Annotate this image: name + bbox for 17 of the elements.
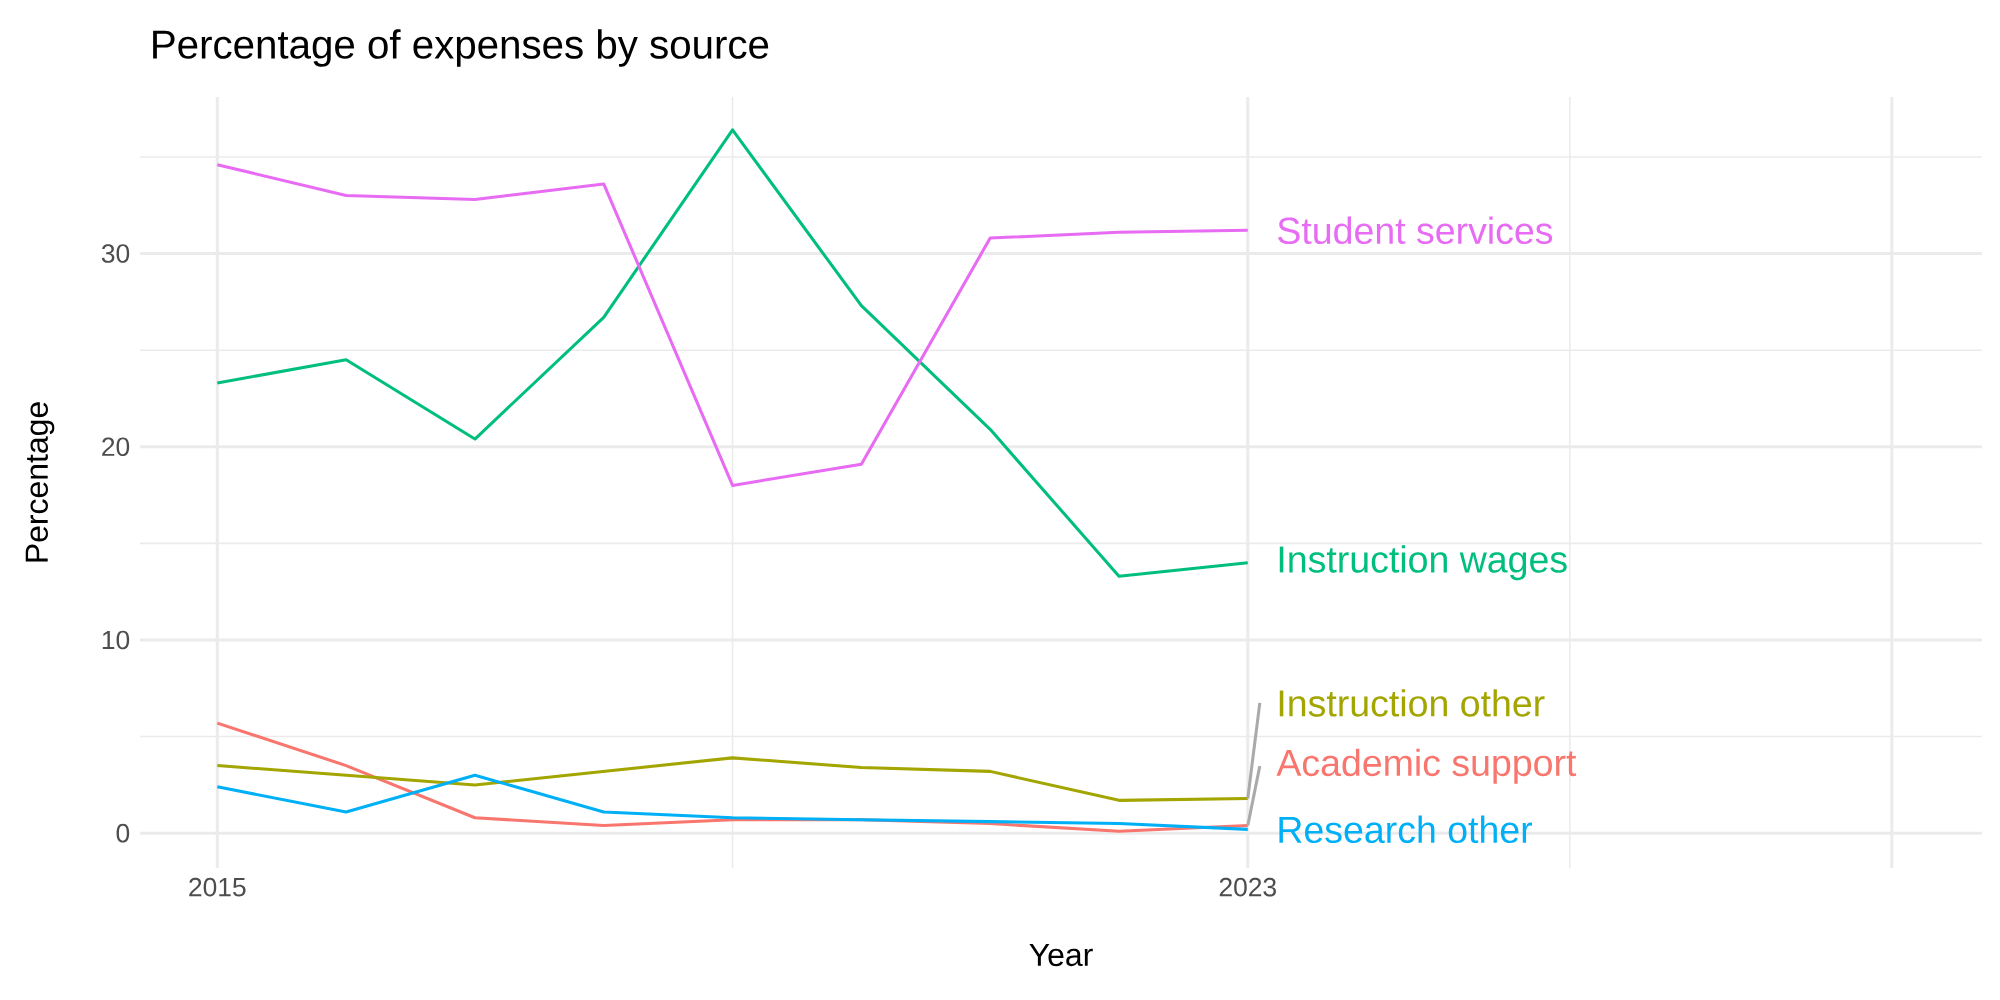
line-series: [215, 163, 1250, 487]
y-tick-label: 0: [116, 823, 130, 843]
x-axis-title: Year: [1029, 943, 1093, 967]
series-label: Instruction wages: [1279, 545, 1567, 581]
y-axis-title: Percentage: [25, 402, 55, 562]
series-label: Student services: [1278, 216, 1553, 245]
x-tick-label: 2023: [1219, 877, 1276, 897]
text: Instruction other: [1279, 689, 1545, 717]
x-tick-label: 2015: [189, 877, 246, 897]
chart-title: Percentage of expenses by source: [153, 29, 769, 67]
series-label: Research other: [1279, 815, 1533, 844]
series-label: Academic support: [1276, 748, 1577, 784]
y-tick-label: 20: [102, 437, 130, 457]
y-tick-label: 30: [101, 244, 130, 263]
y-tick-label: 10: [102, 630, 130, 650]
line-series: [215, 773, 1250, 831]
line-series: [215, 128, 1250, 578]
